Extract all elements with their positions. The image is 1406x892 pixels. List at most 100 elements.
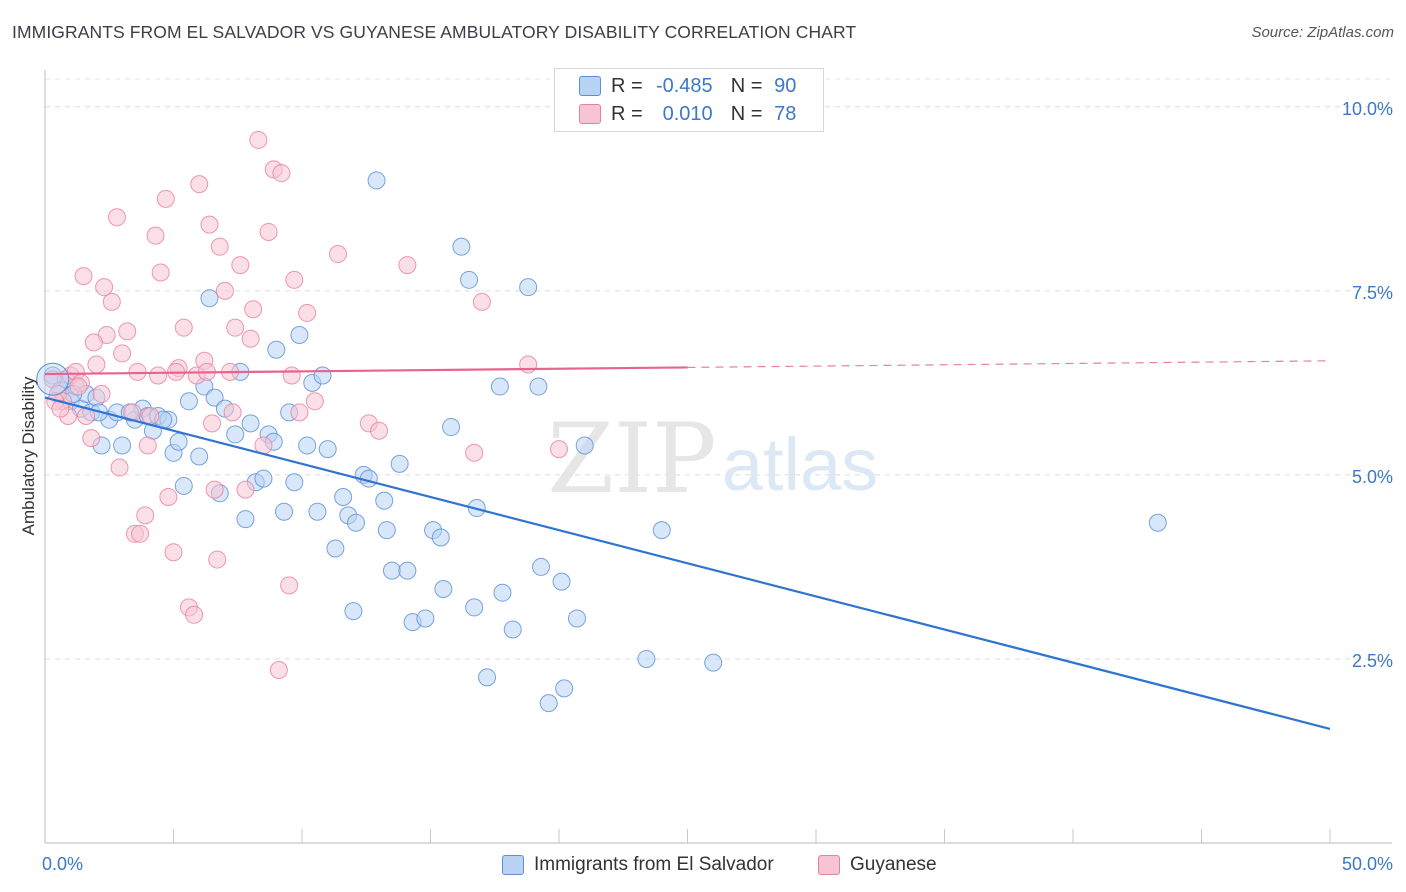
el-salvador-point [318,440,337,459]
el-salvador-point [452,237,471,256]
el-salvador-point [1148,513,1167,532]
guyanese-point [151,263,170,282]
guyanese-point [92,384,111,403]
guyanese-point [185,605,204,624]
data-points [36,130,1167,713]
el-salvador-point [308,502,327,521]
el-salvador-point [532,557,551,576]
legend-n-value: 78 [774,102,797,125]
y-tick-label: 7.5% [1352,283,1393,303]
guyanese-point [280,576,299,595]
y-tick-label: 2.5% [1352,651,1393,671]
guyanese-point [69,377,88,396]
guyanese-point [210,237,229,256]
guyanese-point [290,403,309,422]
el-salvador-point [398,561,417,580]
guyanese-point [305,392,324,411]
trend-lines [44,360,1331,730]
correlation-legend: R = -0.485 N = 90 R = 0.010 N = 78 [554,68,824,132]
guyanese-point [550,440,568,459]
guyanese-point [226,318,245,337]
guyanese-point [174,318,193,337]
el-salvador-point [298,436,317,455]
guyanese-point [146,226,165,245]
el-salvador-point [367,171,386,190]
guyanese-point [208,550,227,569]
series-legend-label: Immigrants from El Salvador [534,854,774,875]
el-salvador-point [267,340,286,359]
guyanese-point [285,270,304,289]
el-salvador-point [416,609,435,628]
el-salvador-point [334,487,353,506]
guyanese-point [269,660,288,679]
guyanese-point [128,362,147,381]
guyanese-point [141,407,160,426]
series-legend-guyanese: Guyanese [818,851,937,879]
el-salvador-point [552,572,571,591]
watermark: ZIP atlas [547,403,878,515]
guyanese-point [156,189,175,208]
guyanese-point [236,480,255,499]
legend-swatch-pink [818,855,840,875]
guyanese-point [249,130,268,149]
guyanese-point [110,458,129,477]
guyanese-point [164,543,183,562]
legend-r-value: 0.010 [662,102,713,125]
axis-labels: 2.5% 5.0% 7.5% 10.0% 0.0% 50.0% Ambulatory Dis… [19,99,1393,874]
el-salvador-point [36,362,70,396]
guyanese-point [472,292,491,311]
guyanese-point [231,256,250,275]
guyanese-point [244,300,263,319]
y-tick-label: 10.0% [1342,99,1393,119]
el-salvador-point [493,583,512,602]
el-salvador-point [431,528,450,547]
x-tick-label: 50.0% [1342,854,1393,874]
guyanese-point [138,436,157,455]
el-salvador-point [575,436,594,455]
y-axis-label: Ambulatory Disability [19,376,38,535]
legend-swatch-blue [579,76,601,96]
legend-r-value: -0.485 [655,74,713,97]
el-salvador-point [113,436,132,455]
guyanese-point [131,524,150,543]
el-salvador-point [442,418,461,437]
el-salvador-point [169,432,188,451]
el-salvador-point [377,521,396,540]
el-salvador-point [490,377,509,396]
el-salvador-point [254,469,273,488]
el-salvador-point [226,425,245,444]
guyanese-point [328,245,347,264]
el-salvador-point [275,502,294,521]
guyanese-point [259,222,278,241]
guyanese-trend-line-extension [687,360,1331,369]
el-salvador-point [174,476,193,495]
legend-r-label: R = [611,74,643,97]
watermark-zip: ZIP [547,403,716,515]
guyanese-point [190,175,209,194]
guyanese-point [118,322,137,341]
el-salvador-point [460,270,479,289]
legend-n-label: N = [730,102,763,125]
legend-row-guyanese: R = 0.010 N = 78 [579,101,796,127]
el-salvador-point [567,609,586,628]
el-salvador-point [465,598,484,617]
guyanese-point [298,303,317,322]
legend-row-el-salvador: R = -0.485 N = 90 [579,73,796,99]
el-salvador-trend-line [44,396,1331,730]
legend-n-value: 90 [774,74,797,97]
el-salvador-point [236,510,255,529]
el-salvador-point [555,679,574,698]
el-salvador-point [434,580,453,599]
guyanese-point [51,399,70,418]
series-legend-label: Guyanese [850,854,937,875]
axes [44,70,1392,844]
guyanese-point [102,292,121,311]
el-salvador-point [285,473,304,492]
guyanese-point [200,215,219,234]
el-salvador-point [326,539,345,558]
guyanese-point [370,421,389,440]
el-salvador-point [375,491,394,510]
el-salvador-point [503,620,522,639]
el-salvador-point [200,289,219,308]
